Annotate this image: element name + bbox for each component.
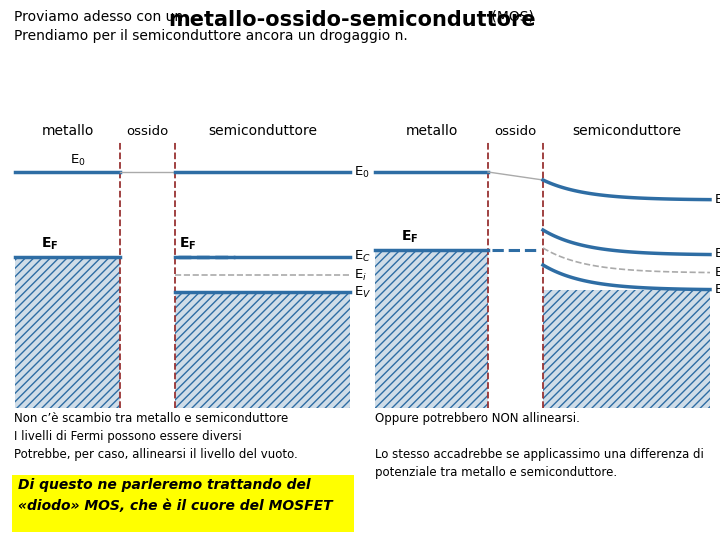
Text: Prendiamo per il semiconduttore ancora un drogaggio n.: Prendiamo per il semiconduttore ancora u…: [14, 29, 408, 43]
Text: E$_i$: E$_i$: [354, 267, 367, 282]
Text: E$_C$: E$_C$: [714, 246, 720, 261]
Text: semiconduttore: semiconduttore: [572, 124, 681, 138]
Text: metallo: metallo: [41, 124, 94, 138]
Text: Proviamo adesso con un: Proviamo adesso con un: [14, 10, 187, 24]
Text: (MOS): (MOS): [487, 10, 534, 24]
Text: E$_0$: E$_0$: [714, 192, 720, 207]
FancyBboxPatch shape: [12, 475, 354, 532]
Text: E$_C$: E$_C$: [354, 248, 371, 264]
Text: semiconduttore: semiconduttore: [208, 124, 317, 138]
Text: Non c’è scambio tra metallo e semiconduttore
I livelli di Fermi possono essere d: Non c’è scambio tra metallo e semicondut…: [14, 412, 298, 461]
Text: E$_i$: E$_i$: [714, 266, 720, 281]
Text: E$_V$: E$_V$: [354, 285, 372, 300]
Bar: [15, 257, 120, 408]
Bar: [375, 250, 488, 408]
Bar: [175, 292, 350, 408]
Text: Di questo ne parleremo trattando del
«diodo» MOS, che è il cuore del MOSFET: Di questo ne parleremo trattando del «di…: [18, 478, 333, 512]
Bar: [543, 290, 710, 408]
Text: metallo: metallo: [405, 124, 458, 138]
Text: metallo-ossido-semiconduttore: metallo-ossido-semiconduttore: [168, 10, 536, 30]
Text: $\mathbf{E_F}$: $\mathbf{E_F}$: [41, 235, 59, 252]
Text: E$_V$: E$_V$: [714, 282, 720, 298]
Text: ossido: ossido: [495, 125, 536, 138]
Text: $\mathbf{E_F}$: $\mathbf{E_F}$: [401, 228, 419, 245]
Text: E$_0$: E$_0$: [70, 153, 86, 168]
Text: $\mathbf{E_F}$: $\mathbf{E_F}$: [179, 235, 197, 252]
Text: ossido: ossido: [127, 125, 168, 138]
Text: E$_0$: E$_0$: [354, 165, 370, 179]
Text: Oppure potrebbero NON allinearsi.

Lo stesso accadrebbe se applicassimo una diff: Oppure potrebbero NON allinearsi. Lo ste…: [375, 412, 704, 479]
